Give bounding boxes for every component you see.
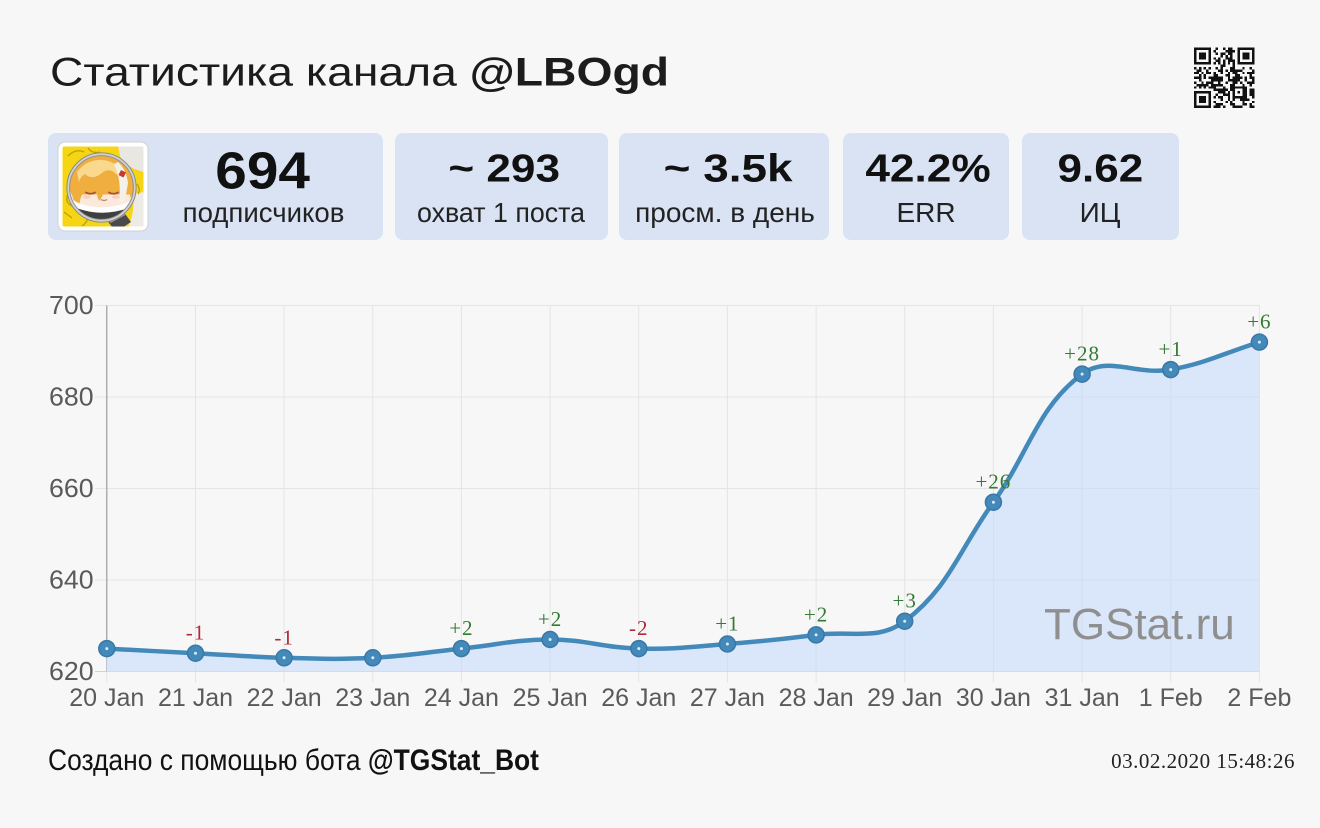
svg-text:22 Jan: 22 Jan (247, 684, 322, 712)
svg-text:+28: +28 (1064, 342, 1100, 366)
svg-text:03.02.2020 15:48:26: 03.02.2020 15:48:26 (1111, 749, 1295, 773)
svg-text:28 Jan: 28 Jan (779, 684, 854, 712)
svg-text:Статистика канала @LBOgd: Статистика канала @LBOgd (50, 51, 669, 95)
svg-text:42.2%: 42.2% (865, 148, 990, 191)
svg-text:+26: +26 (975, 470, 1011, 494)
svg-text:21 Jan: 21 Jan (158, 684, 233, 712)
svg-text:ERR: ERR (896, 197, 955, 228)
svg-text:~ 3.5k: ~ 3.5k (664, 148, 793, 191)
svg-text:+1: +1 (715, 612, 739, 636)
svg-text:TGStat.ru: TGStat.ru (1044, 600, 1235, 649)
svg-text:26 Jan: 26 Jan (601, 684, 676, 712)
svg-text:Создано с помощью бота @TGStat: Создано с помощью бота @TGStat_Bot (48, 744, 539, 777)
svg-text:просм. в день: просм. в день (635, 197, 815, 228)
svg-text:620: 620 (49, 658, 94, 686)
svg-text:694: 694 (215, 143, 310, 201)
svg-text:24 Jan: 24 Jan (424, 684, 499, 712)
svg-text:~ 293: ~ 293 (448, 148, 560, 191)
svg-text:700: 700 (49, 292, 94, 320)
svg-text:25 Jan: 25 Jan (513, 684, 588, 712)
svg-text:660: 660 (49, 475, 94, 503)
svg-text:+1: +1 (1159, 337, 1183, 361)
svg-text:+2: +2 (538, 607, 562, 631)
svg-text:30 Jan: 30 Jan (956, 684, 1031, 712)
svg-text:ИЦ: ИЦ (1080, 197, 1121, 228)
svg-text:-1: -1 (274, 625, 294, 649)
svg-text:+3: +3 (893, 589, 917, 613)
svg-text:-2: -2 (629, 616, 649, 640)
svg-text:31 Jan: 31 Jan (1045, 684, 1120, 712)
svg-text:640: 640 (49, 567, 94, 595)
svg-text:23 Jan: 23 Jan (335, 684, 410, 712)
svg-text:1 Feb: 1 Feb (1139, 684, 1203, 712)
svg-text:+2: +2 (449, 616, 473, 640)
svg-text:+6: +6 (1247, 310, 1271, 334)
svg-text:2 Feb: 2 Feb (1227, 684, 1291, 712)
svg-text:охват 1 поста: охват 1 поста (417, 197, 585, 228)
svg-text:680: 680 (49, 384, 94, 412)
svg-text:27 Jan: 27 Jan (690, 684, 765, 712)
svg-text:+2: +2 (804, 602, 828, 626)
svg-text:20 Jan: 20 Jan (69, 684, 144, 712)
svg-text:9.62: 9.62 (1058, 148, 1144, 191)
svg-text:подписчиков: подписчиков (183, 197, 345, 228)
svg-text:-1: -1 (186, 621, 206, 645)
svg-text:29 Jan: 29 Jan (867, 684, 942, 712)
